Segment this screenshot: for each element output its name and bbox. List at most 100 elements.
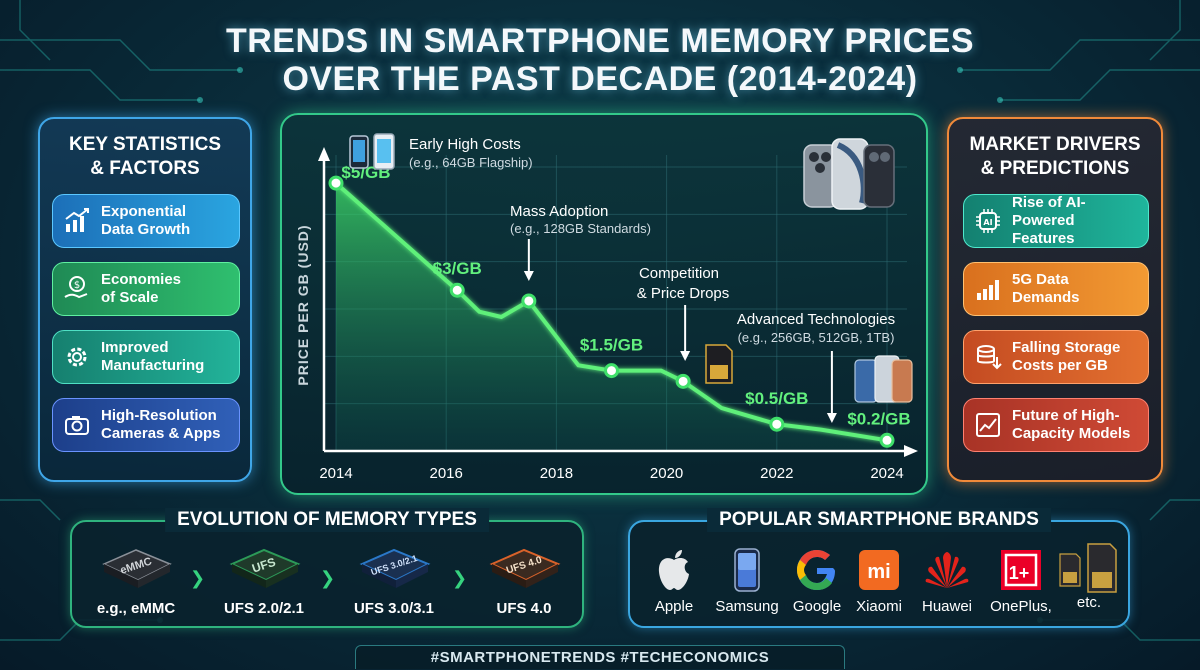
brand-samsung-label: Samsung <box>715 598 779 615</box>
memory-caption-emmc: e.g., eMMC <box>96 600 176 617</box>
page-title: TRENDS IN SMARTPHONE MEMORY PRICES OVER … <box>0 22 1200 98</box>
price-chart-panel: PRICE PER GB (USD) 2014 2016 2018 2020 2022 2… <box>280 113 928 495</box>
emmc-chip-icon: eMMC <box>102 549 172 588</box>
y-axis-label: PRICE PER GB (USD) <box>295 224 311 385</box>
oneplus-logo-icon: 1+ <box>1001 550 1041 590</box>
dollar-hand-icon: $ <box>64 276 88 299</box>
brand-apple-label: Apple <box>654 598 694 615</box>
ufs4-chip-icon: UFS 4.0 <box>489 548 561 588</box>
x-tick-label: 2024 <box>870 465 903 482</box>
ufs3-chip-icon: UFS 3.0/2.1 <box>359 548 431 588</box>
brands-panel: POPULAR SMARTPHONE BRANDS Apple Samsung … <box>628 508 1130 628</box>
hashtags-banner: #SMARTPHONETRENDS #TECHECONOMICS #MEMORY… <box>355 645 845 669</box>
data-markers <box>328 175 895 448</box>
x-tick-label: 2020 <box>650 465 683 482</box>
data-point-marker <box>675 373 691 389</box>
memory-caption-ufs4: UFS 4.0 <box>496 600 552 617</box>
value-label: $0.2/GB <box>847 409 910 428</box>
sd-card-icon <box>1059 543 1117 593</box>
chevron-right-icon: ❯ <box>452 568 468 588</box>
arrow-down-icon <box>680 305 691 361</box>
huawei-logo-icon <box>925 552 969 588</box>
ufs2-chip-icon: UFS <box>229 548 301 588</box>
data-point-marker <box>879 432 895 448</box>
market-drivers-panel: MARKET DRIVERS & PREDICTIONS AI Rise of … <box>947 117 1163 482</box>
brand-etc-label: etc. <box>1076 594 1102 611</box>
sd-card-icon <box>705 344 733 384</box>
value-label: $0.5/GB <box>745 389 808 408</box>
x-tick-label: 2014 <box>319 465 352 482</box>
price-area-fill <box>336 183 887 451</box>
memory-item-ufs2: UFS UFS 2.0/2.1 <box>214 544 314 617</box>
annotation-advanced-title: Advanced Technologies <box>737 311 895 328</box>
card-improved-manufacturing: Improved Manufacturing <box>52 330 240 384</box>
camera-icon <box>65 416 89 435</box>
chart-axes <box>318 147 918 457</box>
value-label: $1.5/GB <box>580 336 643 355</box>
brand-xiaomi: mi Xiaomi <box>852 548 906 615</box>
card-ai-features: AI Rise of AI-Powered Features <box>963 194 1149 248</box>
data-point-marker <box>328 175 344 191</box>
annotation-competition: Competition & Price Drops <box>637 265 733 384</box>
annotation-mass-sub: (e.g., 128GB Standards) <box>510 221 651 236</box>
memory-types-title: EVOLUTION OF MEMORY TYPES <box>165 508 489 532</box>
modern-phones-icon <box>854 355 913 403</box>
brand-google-label: Google <box>792 598 842 615</box>
svg-text:AI: AI <box>983 218 992 227</box>
annotation-competition-title: Competition <box>639 265 719 282</box>
svg-text:mi: mi <box>867 561 890 583</box>
brand-google: Google <box>786 548 848 615</box>
x-axis-ticks: 2014 2016 2018 2020 2022 2024 <box>319 465 903 482</box>
annotation-early-high-costs: Early High Costs (e.g., 64GB Flagship) <box>349 133 895 210</box>
database-down-icon <box>977 345 1002 370</box>
chevron-right-icon: ❯ <box>320 568 336 588</box>
market-drivers-title: MARKET DRIVERS & PREDICTIONS <box>969 134 1141 179</box>
chevron-right-icon: ❯ <box>190 568 206 588</box>
svg-text:1+: 1+ <box>1009 563 1030 583</box>
gear-icon <box>67 347 87 367</box>
brand-huawei: Huawei <box>916 548 978 615</box>
brand-huawei-label: Huawei <box>921 598 973 615</box>
x-tick-label: 2022 <box>760 465 793 482</box>
arrow-down-icon <box>523 239 534 281</box>
card-5g-data: 5G Data Demands <box>963 262 1149 316</box>
card-falling-storage-costs: Falling Storage Costs per GB <box>963 330 1149 384</box>
price-per-gb-chart: PRICE PER GB (USD) 2014 2016 2018 2020 2022 2… <box>295 133 918 482</box>
brands-title: POPULAR SMARTPHONE BRANDS <box>707 508 1051 532</box>
card-high-capacity-models: Future of High- Capacity Models <box>963 398 1149 452</box>
annotation-mass-adoption: Mass Adoption (e.g., 128GB Standards) <box>510 203 651 281</box>
key-statistics-panel: KEY STATISTICS & FACTORS Exponential Dat… <box>38 117 252 482</box>
card-high-resolution-cameras: High-Resolution Cameras & Apps <box>52 398 240 452</box>
memory-item-ufs3: UFS 3.0/2.1 UFS 3.0/3.1 <box>344 544 444 617</box>
annotation-competition-title2: & Price Drops <box>637 285 730 302</box>
signal-bars-icon <box>977 280 999 300</box>
annotation-advanced-sub: (e.g., 256GB, 512GB, 1TB) <box>738 330 895 345</box>
flagship-phones-icon <box>803 138 895 210</box>
title-line-2: OVER THE PAST DECADE (2014-2024) <box>282 60 918 98</box>
google-logo-icon <box>797 550 835 590</box>
brand-etc: etc. <box>1056 540 1122 611</box>
memory-item-emmc: eMMC e.g., eMMC <box>86 544 186 617</box>
card-data-growth: Exponential Data Growth <box>52 194 240 248</box>
annotation-advanced-tech: Advanced Technologies (e.g., 256GB, 512G… <box>737 311 913 423</box>
phones-icon <box>349 133 395 170</box>
x-tick-label: 2018 <box>540 465 573 482</box>
data-point-marker <box>769 416 785 432</box>
brand-oneplus-label: OnePlus, <box>990 598 1052 615</box>
x-tick-label: 2016 <box>430 465 463 482</box>
memory-item-ufs4: UFS 4.0 UFS 4.0 <box>474 544 574 617</box>
key-statistics-title: KEY STATISTICS & FACTORS <box>68 134 222 179</box>
rising-chart-icon <box>976 413 1000 437</box>
memory-caption-ufs2: UFS 2.0/2.1 <box>223 600 305 617</box>
annotation-early-title: Early High Costs <box>409 136 521 153</box>
arrow-down-icon <box>826 351 837 423</box>
annotation-mass-title: Mass Adoption <box>510 203 608 220</box>
ai-chip-icon: AI <box>976 209 1000 233</box>
memory-caption-ufs3: UFS 3.0/3.1 <box>353 600 435 617</box>
brand-samsung: Samsung <box>712 548 782 615</box>
value-label: $3/GB <box>433 259 482 278</box>
data-point-marker <box>449 282 465 298</box>
card-economies-of-scale: $ Economies of Scale <box>52 262 240 316</box>
memory-types-panel: EVOLUTION OF MEMORY TYPES eMMC e.g., eMM… <box>70 508 584 628</box>
brand-oneplus: 1+ OnePlus, <box>986 548 1056 615</box>
